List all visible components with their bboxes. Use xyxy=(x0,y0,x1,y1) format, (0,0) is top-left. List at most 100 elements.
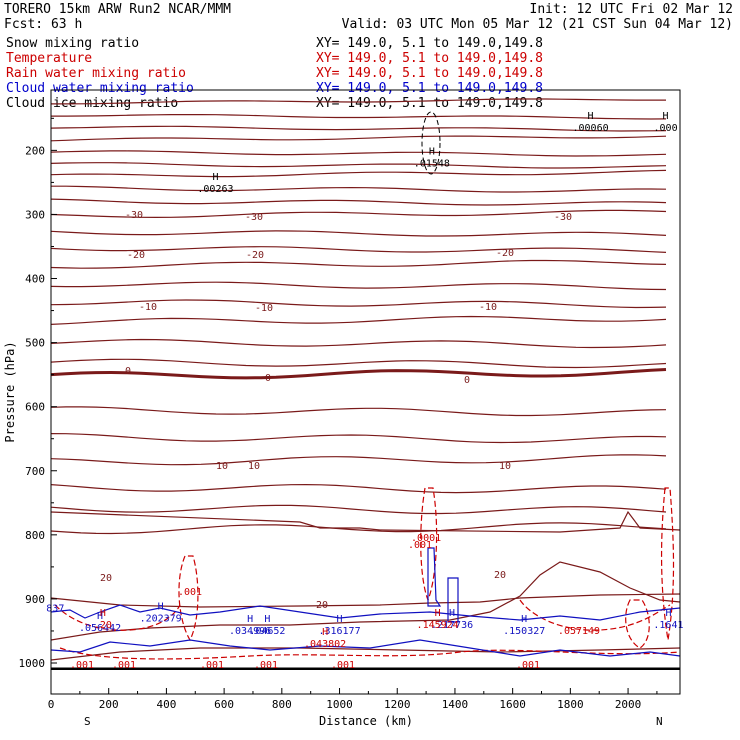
x-tick-label: 400 xyxy=(156,698,176,711)
contour-labels: -30 -30 -30 -20 -20 -20 -10 -10 -10 0 0 0 10 10 10 20 20… xyxy=(46,111,683,671)
temperature-label: 10 xyxy=(248,461,260,472)
snow-max-h: H xyxy=(663,111,669,122)
rain-max-value: .0001 xyxy=(411,533,441,544)
y-tick-label: 600 xyxy=(25,401,45,414)
rain-max-h: H xyxy=(322,627,328,638)
rain-max-h: H xyxy=(435,608,441,619)
temperature-label: -20 xyxy=(496,248,514,259)
legend-field-rain: Rain water mixing ratio xyxy=(6,66,186,81)
plot-frame xyxy=(50,89,681,695)
temperature-label: 0 xyxy=(125,366,131,377)
isotherm-line xyxy=(51,114,667,120)
isotherm-line xyxy=(50,150,667,157)
rain-max-value: .145924 xyxy=(417,620,459,631)
rain-label: .001 xyxy=(200,660,224,671)
rain-label: .001 xyxy=(112,660,136,671)
isotherm-line xyxy=(50,510,681,533)
y-tick-label: 1000 xyxy=(19,657,46,670)
isotherm-line xyxy=(51,185,667,193)
cloud-water-max-h: H xyxy=(449,608,455,619)
x-tick-label: 1400 xyxy=(442,698,469,711)
temperature-label: 10 xyxy=(499,461,511,472)
rain-label: .001 xyxy=(516,660,540,671)
y-tick-label: 200 xyxy=(25,144,45,157)
isotherm-line xyxy=(50,593,681,608)
temperature-label: 10 xyxy=(216,461,228,472)
cloud-water-max-h: H xyxy=(264,614,270,625)
isotherm-line xyxy=(50,454,667,466)
legend-field-cloud-water: Cloud water mixing ratio xyxy=(6,81,194,96)
x-tick-label: 2000 xyxy=(615,698,642,711)
cloud-water-max-value: .217736 xyxy=(431,620,473,631)
cloud-water-max-value: .034996 xyxy=(229,626,271,637)
temperature-label: 20 xyxy=(100,573,112,584)
south-label: S xyxy=(84,715,91,728)
cloud-water-max-value: .316177 xyxy=(318,626,360,637)
model-title: TORERO 15km ARW Run2 NCAR/MMM xyxy=(4,2,231,17)
legend-xy-rain: XY= 149.0, 5.1 to 149.0,149.8 xyxy=(316,66,543,81)
rain-contour xyxy=(178,555,199,642)
isotherm-line xyxy=(50,209,667,219)
rain-label: .001 xyxy=(254,660,278,671)
cloud-water-contour xyxy=(50,639,681,657)
isotherm-line xyxy=(50,483,667,494)
isotherm-line xyxy=(50,647,681,661)
cloud-water-max-h: H xyxy=(97,611,103,622)
cloud-water-max-h: H xyxy=(521,614,527,625)
temperature-label: 20 xyxy=(494,570,506,581)
isotherm-line xyxy=(50,198,667,206)
snow-max-h: H xyxy=(429,146,435,157)
temperature-label: 20 xyxy=(316,600,328,611)
cloud-water-max-value: .150327 xyxy=(503,626,545,637)
isotherm-line xyxy=(50,358,667,369)
temperature-label: -30 xyxy=(125,210,143,221)
temperature-label: 0 xyxy=(464,375,470,386)
isotherm-line xyxy=(50,299,667,309)
isotherm-line xyxy=(50,281,667,291)
snow-max-value: .00060 xyxy=(572,123,608,134)
x-tick-label: 1800 xyxy=(557,698,584,711)
isotherm-line xyxy=(50,169,667,178)
x-tick-label: 0 xyxy=(48,698,55,711)
x-tick-label: 1000 xyxy=(326,698,353,711)
isotherm-line xyxy=(50,522,667,535)
rain-max-h: H xyxy=(100,608,106,619)
isotherm-line xyxy=(50,125,667,132)
y-tick-label: 300 xyxy=(25,208,45,221)
cloud-water-max-value: .1641 xyxy=(653,620,683,631)
y-tick-label: 700 xyxy=(25,465,45,478)
forecast-hour: Fcst: 63 h xyxy=(4,17,82,32)
isotherm-line xyxy=(50,135,667,142)
temperature-label: 0 xyxy=(265,373,271,384)
y-tick-label: 900 xyxy=(25,593,45,606)
rain-label: .001 xyxy=(70,660,94,671)
snow-contour xyxy=(421,111,441,175)
isotherm-line xyxy=(50,259,667,269)
rain-contour xyxy=(625,599,650,649)
isotherm-line xyxy=(50,315,667,325)
y-tick-label: 500 xyxy=(25,337,45,350)
cloud-water-max-h: H xyxy=(337,614,343,625)
rain-contour xyxy=(59,647,681,660)
cloud-water-contour xyxy=(447,577,459,623)
cloud-water-contour xyxy=(50,604,681,621)
x-tick-label: 1200 xyxy=(384,698,411,711)
y-tick-label: 400 xyxy=(25,273,45,286)
y-axis-label: Pressure (hPa) xyxy=(3,341,17,442)
north-label: N xyxy=(656,715,663,728)
snow-contours xyxy=(51,111,680,669)
temperature-label: -10 xyxy=(139,302,157,313)
x-tick-label: 1600 xyxy=(499,698,526,711)
legend-field-temperature: Temperature xyxy=(6,51,92,66)
legend-xy-cloud-water: XY= 149.0, 5.1 to 149.0,149.8 xyxy=(316,81,543,96)
valid-time: Valid: 03 UTC Mon 05 Mar 12 (21 CST Sun … xyxy=(342,17,733,32)
temperature-label: -20 xyxy=(127,250,145,261)
axis-ticks: 0 200 400 600 800 1000 1200 1400 1600 1800 2000200… xyxy=(19,117,658,711)
cloud-water-max-value: 837 xyxy=(46,604,64,615)
cloud-water-max-h: H xyxy=(665,608,671,619)
snow-max-h: H xyxy=(588,111,594,122)
rain-max-value: .043802 xyxy=(304,639,346,650)
cloud-water-contour xyxy=(427,547,442,607)
rain-contour xyxy=(660,487,675,641)
isotherm-line xyxy=(50,561,681,641)
